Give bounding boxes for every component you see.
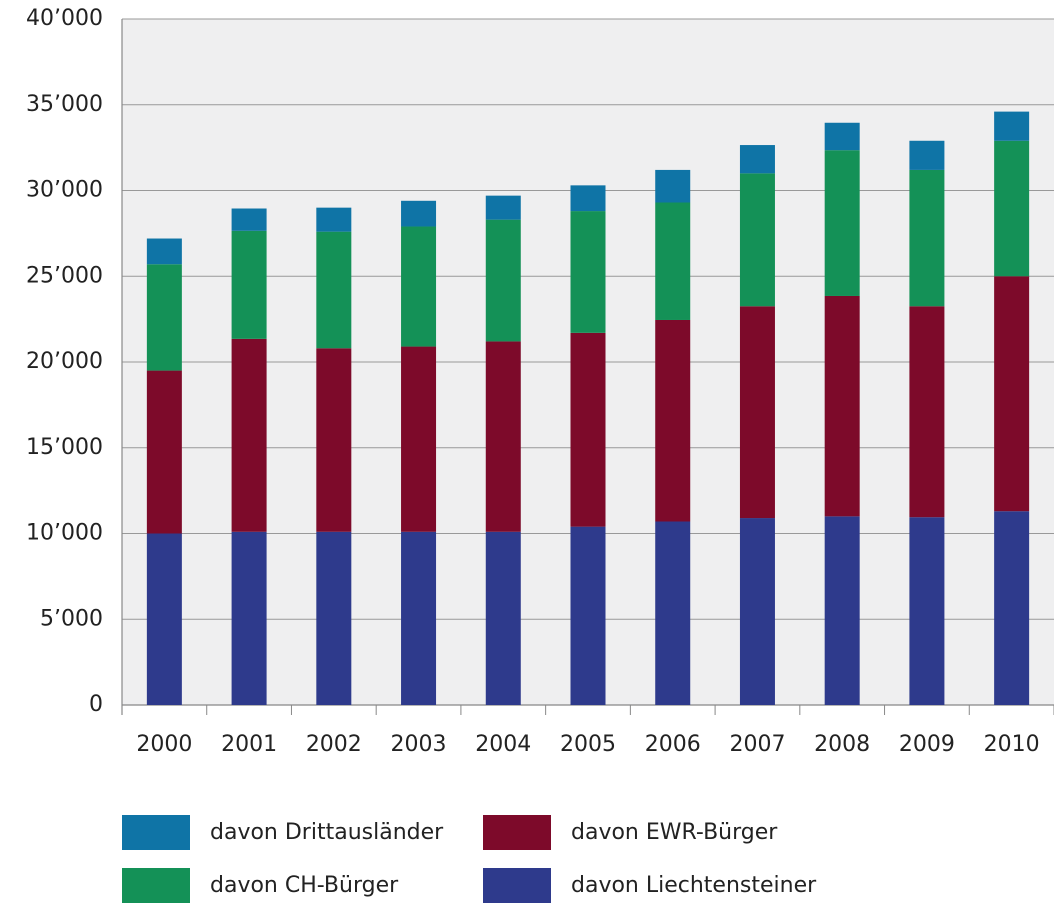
bar-segment [401, 226, 437, 347]
bar-segment [824, 516, 860, 705]
bar-segment [485, 531, 521, 705]
bar-segment [909, 306, 945, 518]
legend-label: davon Drittausländer [210, 820, 444, 845]
bar-segment [231, 531, 267, 705]
legend-label: davon Liechtensteiner [571, 873, 817, 898]
bar-segment [485, 195, 521, 220]
bar-segment [655, 169, 691, 203]
bar-segment [994, 511, 1030, 705]
bar-segment [146, 238, 182, 265]
x-tick-label: 2001 [221, 732, 277, 757]
legend-swatch [483, 868, 551, 903]
bar-segment [994, 276, 1030, 512]
bar-segment [655, 521, 691, 705]
bar-segment [570, 185, 606, 212]
bar-segment [401, 200, 437, 227]
x-tick-label: 2006 [645, 732, 701, 757]
x-tick-label: 2003 [391, 732, 447, 757]
y-tick-label: 15’000 [26, 435, 103, 460]
x-tick-label: 2009 [899, 732, 955, 757]
y-tick-label: 10’000 [26, 521, 103, 546]
bar-segment [231, 338, 267, 532]
bar-segment [655, 319, 691, 522]
bar-segment [316, 348, 352, 532]
bar-segment [485, 219, 521, 342]
bar-segment [485, 341, 521, 532]
bar-segment [146, 264, 182, 371]
x-tick-label: 2004 [475, 732, 531, 757]
bar-segment [739, 518, 775, 705]
bar-segment [316, 207, 352, 232]
y-tick-label: 30’000 [26, 178, 103, 203]
y-tick-label: 40’000 [26, 6, 103, 31]
bar-segment [655, 202, 691, 320]
x-tick-label: 2010 [984, 732, 1040, 757]
x-tick-label: 2000 [136, 732, 192, 757]
bar-segment [401, 531, 437, 705]
y-tick-label: 35’000 [26, 92, 103, 117]
legend-swatch [122, 868, 190, 903]
x-tick-label: 2008 [814, 732, 870, 757]
bar-segment [401, 346, 437, 532]
bar-segment [570, 332, 606, 527]
legend-swatch [483, 815, 551, 850]
bar-segment [739, 173, 775, 307]
bar-segment [909, 517, 945, 705]
bar-segment [146, 533, 182, 705]
bar-segment [994, 111, 1030, 141]
x-tick-label: 2007 [729, 732, 785, 757]
bar-segment [739, 145, 775, 174]
bar-segment [231, 208, 267, 231]
bar-segment [570, 211, 606, 333]
bar-segment [909, 169, 945, 307]
bar-segment [316, 531, 352, 705]
bar-segment [824, 122, 860, 151]
bar-segment [316, 231, 352, 349]
legend-label: davon EWR-Bürger [571, 820, 778, 845]
x-tick-label: 2002 [306, 732, 362, 757]
bar-segment [909, 140, 945, 170]
y-tick-label: 0 [89, 692, 103, 717]
legend-label: davon CH-Bürger [210, 873, 399, 898]
y-tick-label: 5’000 [40, 606, 103, 631]
bar-segment [739, 306, 775, 519]
bar-segment [824, 150, 860, 296]
bar-segment [570, 526, 606, 705]
bar-segment [231, 230, 267, 339]
bar-segment [146, 370, 182, 534]
bar-segment [994, 140, 1030, 277]
bar-segment [824, 295, 860, 517]
legend-swatch [122, 815, 190, 850]
y-tick-label: 20’000 [26, 349, 103, 374]
y-tick-label: 25’000 [26, 263, 103, 288]
x-tick-label: 2005 [560, 732, 616, 757]
